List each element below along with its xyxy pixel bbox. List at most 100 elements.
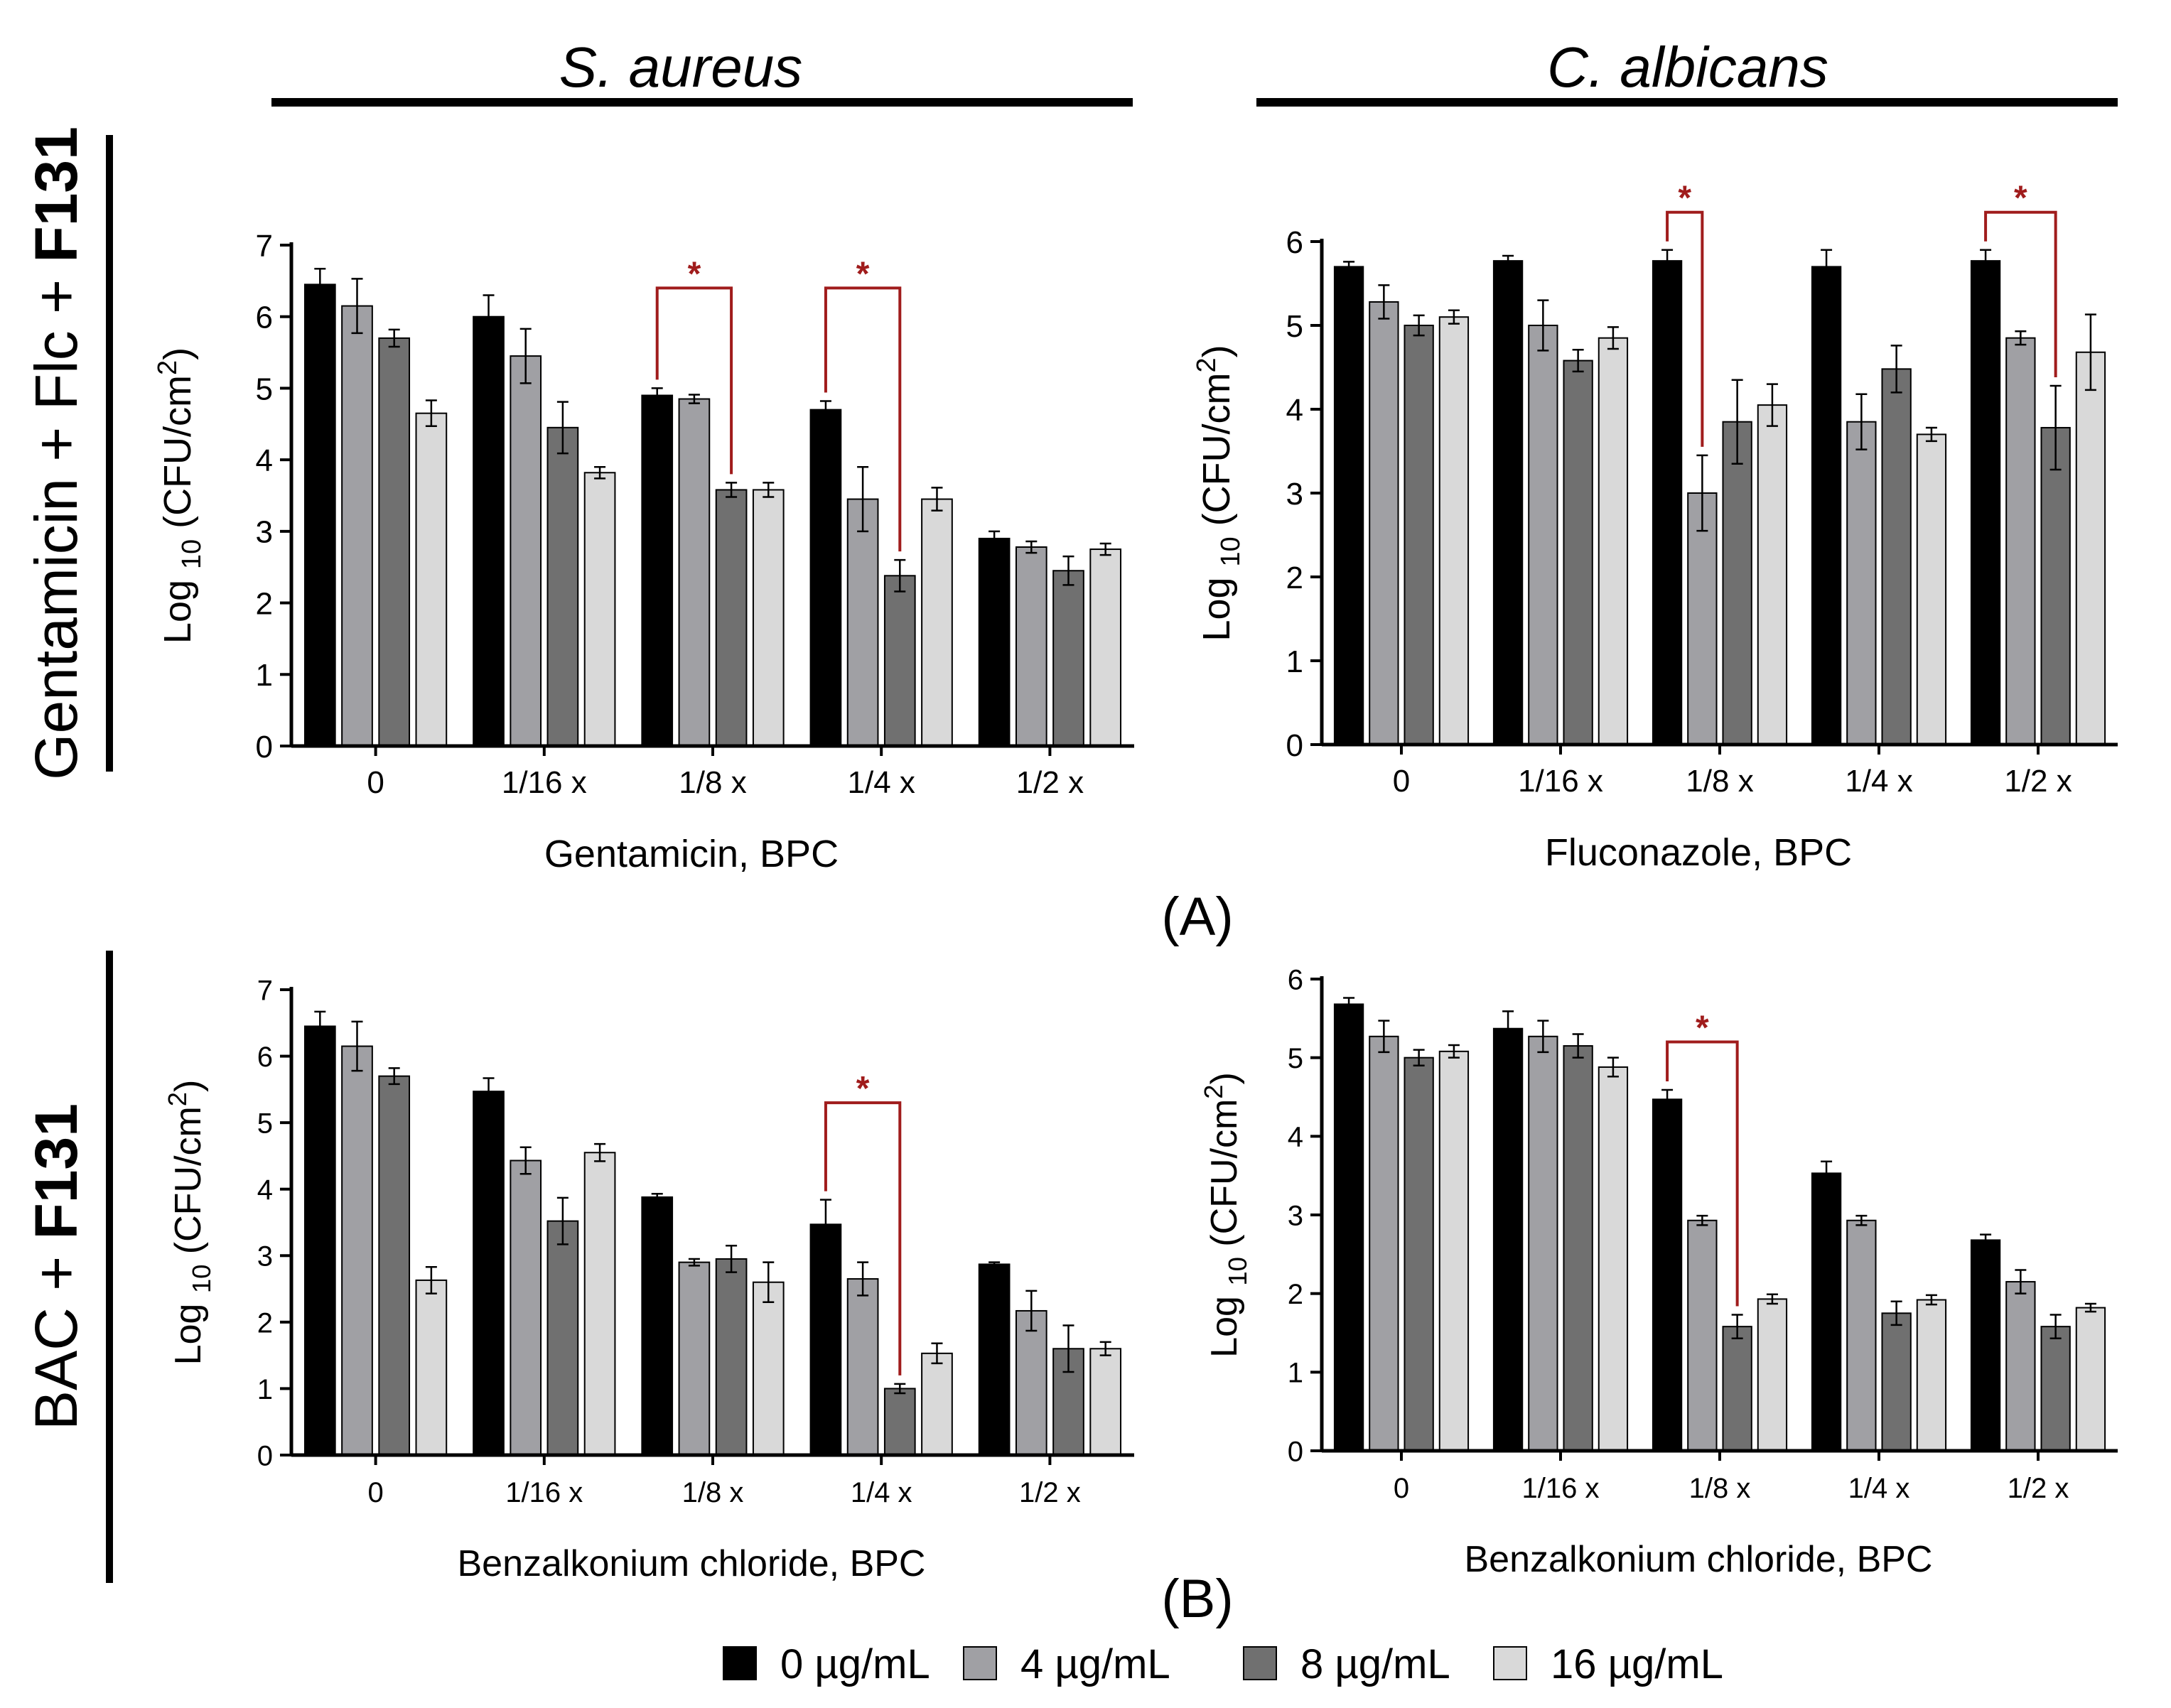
bar-A-saureus-s3-c4: [1089, 548, 1122, 747]
bar-B-calbicans-s1-c2: [1687, 1219, 1718, 1452]
y-tick-label-B-saureus-3: 3: [257, 1241, 273, 1272]
bar-B-saureus-s2-c0: [378, 1075, 411, 1456]
legend-swatch-1: [963, 1646, 997, 1680]
bar-B-calbicans-s1-c1: [1528, 1035, 1558, 1452]
bar-B-calbicans-s1-c0: [1369, 1035, 1399, 1452]
bar-B-saureus-s1-c2: [678, 1261, 711, 1456]
bar-A-saureus-s1-c3: [846, 498, 879, 747]
y-axis-title-part-4: ): [1195, 345, 1238, 357]
bar-B-saureus-s0-c4: [978, 1263, 1011, 1456]
bar-B-calbicans-s3-c2: [1757, 1298, 1788, 1452]
significance-bracket-A-calbicans-0: [1666, 210, 1704, 447]
x-tick-label-A-calbicans-1: 1/16 x: [1518, 764, 1603, 799]
y-tick-label-A-calbicans-4: 4: [1286, 393, 1303, 428]
y-axis-title-part-3: 2: [153, 360, 183, 375]
bar-A-saureus-s0-c1: [473, 315, 505, 747]
y-axis-title-part-1: 10: [187, 1265, 216, 1293]
bar-B-saureus-s2-c1: [546, 1220, 579, 1456]
bar-B-calbicans-s2-c4: [2040, 1326, 2071, 1452]
y-tick-label-A-saureus-5: 5: [256, 372, 273, 406]
bar-A-saureus-s0-c2: [641, 394, 674, 747]
y-tick-label-A-calbicans-0: 0: [1286, 728, 1303, 763]
x-tick-label-B-saureus-3: 1/4 x: [851, 1477, 912, 1508]
header-c-albicans: C. albicans: [1547, 36, 1828, 99]
x-tick-label-A-saureus-2: 1/8 x: [679, 765, 746, 800]
bar-A-saureus-s2-c3: [883, 575, 916, 747]
bar-B-saureus-s1-c0: [341, 1045, 373, 1456]
x-tick-label-B-saureus-0: 0: [367, 1477, 383, 1508]
bar-A-calbicans-s3-c2: [1757, 404, 1788, 745]
y-tick-label-B-calbicans-6: 6: [1288, 964, 1303, 995]
y-axis-title-part-1: 10: [177, 539, 207, 569]
y-tick-label-A-calbicans-5: 5: [1286, 309, 1303, 344]
y-axis-title-part-2: (CFU/cm: [156, 375, 199, 539]
chart-a-calbicans: 0 1 2 3 4 5 6 0 1/16 x 1/8 x 1/4 x 1/2 x Fluconazole…: [1192, 180, 2118, 874]
chart-b-calbicans: 0 1 2 3 4 5 6 0 1/16 x 1/8 x 1/4 x 1/2 x Benzalkoniu…: [1199, 964, 2118, 1580]
bar-A-calbicans-s2-c2: [1722, 421, 1752, 745]
x-tick-label-A-calbicans-2: 1/8 x: [1686, 764, 1753, 799]
bar-A-saureus-s2-c1: [546, 426, 579, 747]
significance-star-B-calbicans-0: *: [1696, 1010, 1709, 1047]
y-tick-label-A-saureus-1: 1: [256, 658, 273, 693]
x-tick-label-B-saureus-4: 1/2 x: [1019, 1477, 1081, 1508]
legend-label-0: 0 µg/mL: [780, 1641, 930, 1687]
x-tick-label-A-saureus-0: 0: [367, 765, 384, 800]
bar-B-calbicans-s0-c4: [1970, 1239, 2001, 1452]
bar-B-saureus-s2-c2: [715, 1258, 748, 1456]
y-tick-label-A-calbicans-3: 3: [1286, 477, 1303, 512]
x-tick-label-A-calbicans-0: 0: [1393, 764, 1410, 799]
bar-A-calbicans-s2-c0: [1404, 325, 1434, 745]
bar-A-calbicans-s0-c1: [1492, 260, 1524, 745]
bar-A-calbicans-s1-c1: [1528, 325, 1558, 745]
x-tick-label-B-saureus-2: 1/8 x: [682, 1477, 744, 1508]
bar-B-saureus-s3-c0: [415, 1279, 448, 1456]
y-tick-label-A-saureus-0: 0: [256, 730, 273, 764]
bar-A-saureus-s0-c0: [303, 283, 336, 747]
bar-B-calbicans-s0-c0: [1333, 1003, 1364, 1452]
y-tick-label-B-calbicans-0: 0: [1288, 1436, 1303, 1467]
row-label-b-bold: F131: [23, 1103, 90, 1239]
bar-A-calbicans-s3-c0: [1438, 316, 1470, 745]
y-axis-title-part-4: ): [168, 1080, 209, 1092]
y-axis-title-B-saureus: Log 10 (CFU/cm2): [163, 1080, 216, 1366]
x-tick-label-B-saureus-1: 1/16 x: [505, 1477, 583, 1508]
bar-A-saureus-s2-c0: [378, 337, 411, 747]
y-tick-label-A-saureus-7: 7: [256, 229, 273, 264]
x-tick-label-A-saureus-4: 1/2 x: [1016, 765, 1084, 800]
bar-A-saureus-s3-c1: [583, 472, 616, 747]
legend-label-3: 16 µg/mL: [1551, 1641, 1723, 1687]
y-axis-title-A-calbicans: Log 10 (CFU/cm2): [1192, 345, 1246, 641]
bar-A-saureus-s0-c3: [809, 409, 842, 747]
significance-star-A-saureus-0: *: [688, 255, 701, 293]
y-tick-label-B-saureus-1: 1: [257, 1374, 273, 1405]
legend: 0 µg/mL 4 µg/mL 8 µg/mL 16 µg/mL: [723, 1641, 1723, 1687]
bar-B-calbicans-s0-c2: [1652, 1098, 1683, 1452]
bar-A-calbicans-s1-c0: [1369, 301, 1399, 745]
bar-A-saureus-s1-c2: [678, 398, 711, 747]
y-tick-label-A-saureus-6: 6: [256, 301, 273, 335]
y-axis-title-part-0: Log: [1195, 566, 1238, 641]
y-tick-label-B-calbicans-4: 4: [1288, 1122, 1303, 1153]
significance-star-B-saureus-0: *: [856, 1070, 870, 1108]
y-tick-label-B-calbicans-1: 1: [1288, 1358, 1303, 1389]
y-axis-title-part-0: Log: [156, 569, 199, 644]
bar-A-calbicans-s2-c1: [1563, 360, 1593, 745]
y-tick-label-B-calbicans-2: 2: [1288, 1279, 1303, 1310]
panel-label-b: (B): [1161, 1569, 1233, 1629]
x-tick-label-A-saureus-1: 1/16 x: [502, 765, 587, 800]
x-axis-title-B-saureus: Benzalkonium chloride, BPC: [458, 1543, 926, 1584]
bar-A-calbicans-s0-c0: [1333, 266, 1364, 745]
y-axis-title-part-0: Log: [168, 1293, 209, 1365]
bar-B-saureus-s0-c3: [809, 1223, 842, 1456]
bar-A-calbicans-s3-c3: [1916, 433, 1947, 746]
row-label-a-prefix: Gentamicin + Flc +: [23, 263, 90, 780]
y-axis-title-part-2: (CFU/cm: [168, 1106, 209, 1264]
y-axis-title-part-4: ): [1204, 1072, 1245, 1084]
y-tick-label-A-saureus-4: 4: [256, 443, 273, 478]
y-tick-label-A-calbicans-2: 2: [1286, 561, 1303, 595]
x-tick-label-B-calbicans-4: 1/2 x: [2008, 1473, 2069, 1504]
x-axis-title-A-saureus: Gentamicin, BPC: [544, 833, 839, 875]
significance-bracket-B-calbicans-0: [1666, 1040, 1739, 1307]
bar-B-saureus-s3-c2: [752, 1281, 785, 1456]
row-label-b-prefix: BAC +: [23, 1240, 90, 1430]
